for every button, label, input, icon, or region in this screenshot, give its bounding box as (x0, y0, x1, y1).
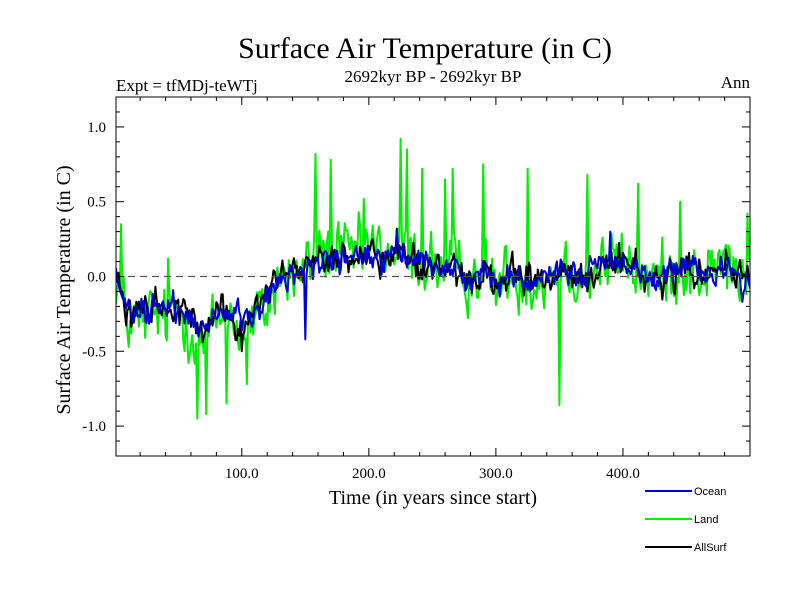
y-axis-label: Surface Air Temperature (in C) (53, 165, 75, 414)
y-tick-label: 1.0 (87, 120, 106, 136)
x-tick-label: 400.0 (606, 466, 640, 482)
plot-area: -1.0 -0.5 0.0 0.5 1.0 100.0 200.0 300.0 400.0 (82, 96, 751, 482)
legend: Ocean Land AllSurf (645, 486, 727, 554)
y-tick-label: -0.5 (82, 344, 106, 360)
legend-label-ocean: Ocean (694, 486, 726, 498)
x-axis-label: Time (in years since start) (329, 487, 537, 509)
y-tick-label: 0.0 (87, 270, 106, 286)
season-label: Ann (721, 73, 751, 92)
chart-title: Surface Air Temperature (in C) (238, 32, 612, 65)
legend-label-land: Land (694, 514, 718, 526)
y-tick-label: -1.0 (82, 419, 106, 435)
x-tick-label: 200.0 (352, 466, 386, 482)
series-line-allsurf (116, 227, 750, 353)
x-tick-label: 100.0 (225, 466, 259, 482)
x-tick-label: 300.0 (479, 466, 513, 482)
legend-label-allsurf: AllSurf (694, 542, 727, 554)
y-tick-label: 0.5 (87, 195, 106, 211)
period-label: 2692kyr BP - 2692kyr BP (345, 67, 522, 86)
experiment-label: Expt = tfMDj-teWTj (116, 76, 258, 95)
